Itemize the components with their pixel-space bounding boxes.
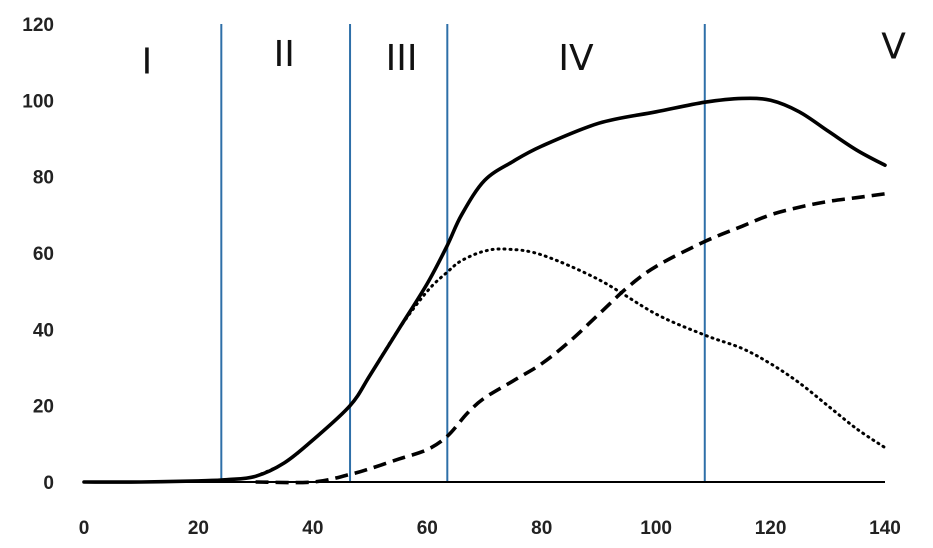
x-tick-label: 0 (79, 518, 90, 539)
y-tick-label: 40 (33, 320, 54, 341)
x-tick-label: 80 (531, 518, 552, 539)
region-label: IV (558, 38, 594, 79)
series-lines (82, 96, 887, 485)
region-dividers (220, 24, 706, 482)
y-tick-label: 60 (33, 244, 54, 265)
y-tick-label: 20 (33, 397, 54, 418)
dashed-series-line (255, 192, 886, 485)
y-tick-label: 120 (22, 15, 54, 36)
region-labels: I II III IV V (142, 26, 907, 82)
y-tick-label: 80 (33, 168, 54, 189)
region-label: I (142, 42, 153, 83)
dotted-series-line (254, 247, 887, 478)
solid-series-line (82, 96, 887, 484)
x-tick-label: 120 (755, 518, 787, 539)
y-tick-label: 100 (22, 91, 54, 112)
y-tick-label: 0 (43, 473, 54, 494)
x-tick-label: 40 (302, 518, 323, 539)
region-label: V (881, 26, 906, 67)
y-tick-labels: 0 20 40 60 80 100 120 (22, 15, 54, 494)
x-tick-label: 100 (640, 518, 672, 539)
region-label: II (274, 34, 295, 75)
region-label: III (386, 38, 418, 79)
x-tick-label: 140 (869, 518, 901, 539)
x-tick-labels: 0 20 40 60 80 100 120 140 (79, 518, 901, 539)
x-tick-label: 60 (417, 518, 438, 539)
x-tick-label: 20 (188, 518, 209, 539)
